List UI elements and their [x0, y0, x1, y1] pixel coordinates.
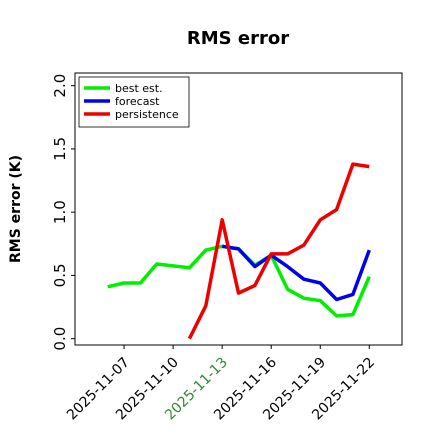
plot-frame: [74, 72, 403, 346]
line-series: [221, 244, 371, 302]
y-tick-label: 0.5: [51, 263, 69, 287]
y-axis-label: RMS error (K): [8, 155, 24, 263]
y-tick-label: 1.0: [51, 200, 69, 224]
legend-label: persistence: [115, 108, 179, 121]
line-series: [187, 162, 370, 340]
y-tick-label: 2.0: [51, 74, 69, 98]
y-tick-label: 1.5: [51, 137, 69, 161]
chart-title: RMS error: [187, 28, 289, 49]
legend-label: best est.: [115, 82, 163, 95]
legend-label: forecast: [115, 95, 160, 108]
y-tick-label: 0.0: [51, 327, 69, 351]
line-series: [107, 244, 371, 318]
